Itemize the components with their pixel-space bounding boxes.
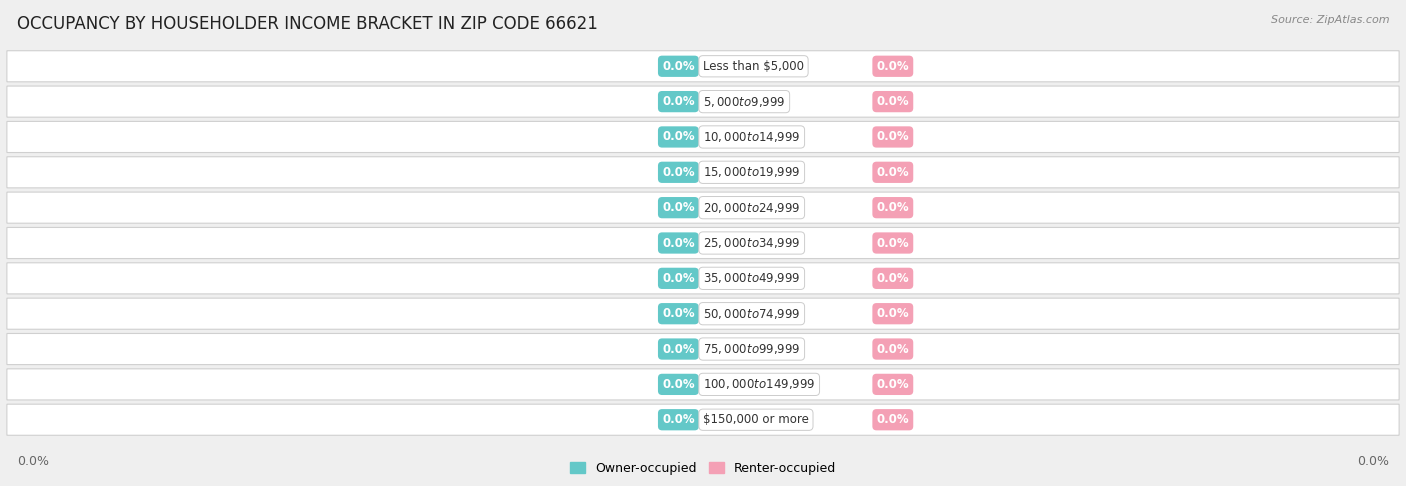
Text: $35,000 to $49,999: $35,000 to $49,999: [703, 271, 800, 285]
Text: 0.0%: 0.0%: [662, 166, 695, 179]
Text: 0.0%: 0.0%: [876, 413, 910, 426]
Text: 0.0%: 0.0%: [876, 272, 910, 285]
Text: $50,000 to $74,999: $50,000 to $74,999: [703, 307, 800, 321]
Text: $100,000 to $149,999: $100,000 to $149,999: [703, 378, 815, 391]
Text: $25,000 to $34,999: $25,000 to $34,999: [703, 236, 800, 250]
Text: 0.0%: 0.0%: [876, 60, 910, 73]
Text: 0.0%: 0.0%: [876, 378, 910, 391]
Text: 0.0%: 0.0%: [662, 237, 695, 249]
Text: 0.0%: 0.0%: [662, 307, 695, 320]
FancyBboxPatch shape: [7, 122, 1399, 153]
FancyBboxPatch shape: [7, 51, 1399, 82]
Text: $150,000 or more: $150,000 or more: [703, 413, 808, 426]
Text: 0.0%: 0.0%: [662, 413, 695, 426]
FancyBboxPatch shape: [7, 263, 1399, 294]
Text: $75,000 to $99,999: $75,000 to $99,999: [703, 342, 800, 356]
Text: $5,000 to $9,999: $5,000 to $9,999: [703, 95, 786, 108]
Text: 0.0%: 0.0%: [876, 237, 910, 249]
FancyBboxPatch shape: [7, 86, 1399, 117]
Text: 0.0%: 0.0%: [876, 95, 910, 108]
Text: 0.0%: 0.0%: [662, 60, 695, 73]
Text: 0.0%: 0.0%: [876, 343, 910, 356]
Text: 0.0%: 0.0%: [662, 343, 695, 356]
Text: 0.0%: 0.0%: [876, 130, 910, 143]
Text: 0.0%: 0.0%: [17, 455, 49, 468]
Text: Less than $5,000: Less than $5,000: [703, 60, 804, 73]
Text: 0.0%: 0.0%: [662, 130, 695, 143]
Text: $10,000 to $14,999: $10,000 to $14,999: [703, 130, 800, 144]
Text: 0.0%: 0.0%: [876, 307, 910, 320]
Text: 0.0%: 0.0%: [662, 201, 695, 214]
Text: 0.0%: 0.0%: [662, 272, 695, 285]
Text: 0.0%: 0.0%: [662, 378, 695, 391]
FancyBboxPatch shape: [7, 298, 1399, 329]
Text: $20,000 to $24,999: $20,000 to $24,999: [703, 201, 800, 215]
Text: 0.0%: 0.0%: [1357, 455, 1389, 468]
FancyBboxPatch shape: [7, 404, 1399, 435]
Text: $15,000 to $19,999: $15,000 to $19,999: [703, 165, 800, 179]
Legend: Owner-occupied, Renter-occupied: Owner-occupied, Renter-occupied: [565, 457, 841, 480]
FancyBboxPatch shape: [7, 333, 1399, 364]
FancyBboxPatch shape: [7, 369, 1399, 400]
FancyBboxPatch shape: [7, 227, 1399, 259]
Text: 0.0%: 0.0%: [876, 201, 910, 214]
Text: 0.0%: 0.0%: [662, 95, 695, 108]
Text: 0.0%: 0.0%: [876, 166, 910, 179]
Text: Source: ZipAtlas.com: Source: ZipAtlas.com: [1271, 15, 1389, 25]
FancyBboxPatch shape: [7, 157, 1399, 188]
FancyBboxPatch shape: [7, 192, 1399, 223]
Text: OCCUPANCY BY HOUSEHOLDER INCOME BRACKET IN ZIP CODE 66621: OCCUPANCY BY HOUSEHOLDER INCOME BRACKET …: [17, 15, 598, 33]
